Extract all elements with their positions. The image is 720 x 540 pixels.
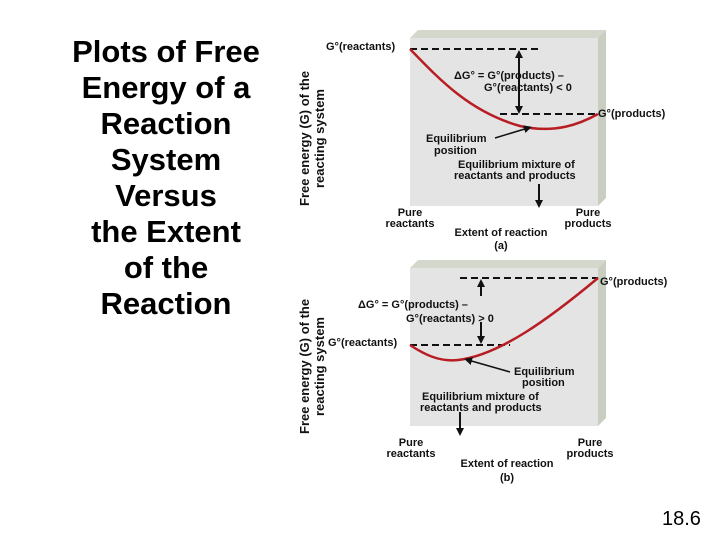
panel-a-free-energy-curve: [409, 48, 599, 131]
panel-b-delta-g-line1: ΔG° = G°(products) –: [358, 299, 468, 311]
title-line: of the: [123, 250, 209, 285]
panel-a-side-edge: [598, 30, 606, 206]
panel-a-top-edge: [410, 30, 606, 38]
panel-b-g-products-label: G°(products): [600, 276, 668, 288]
title-line: Versus: [115, 178, 217, 213]
slide-number: 18.6: [662, 508, 701, 530]
panel-b-delta-g-line2: G°(reactants) > 0: [406, 313, 494, 325]
panel-b-pure-reactants: reactants: [387, 448, 436, 460]
panel-b-equilibrium-pointer: [464, 357, 511, 373]
panel-a-g-reactants-label: G°(reactants): [326, 41, 396, 53]
title-line: Energy of a: [81, 70, 251, 105]
panel-b-eq-mixture-line2: reactants and products: [420, 402, 542, 414]
panel-a-caption: (a): [494, 240, 508, 252]
panel-a-eq-position-line2: position: [434, 145, 477, 157]
panel-a-delta-g-line2: G°(reactants) < 0: [484, 82, 572, 94]
panel-b-pure-reactants: Pure: [399, 437, 423, 449]
panel-b-top-edge: [410, 260, 606, 268]
panel-a-eq-position-line1: Equilibrium: [426, 133, 487, 145]
panel-b-xlabel: Extent of reaction: [461, 458, 554, 470]
panel-b-side-edge: [598, 260, 606, 426]
panel-a-pure-reactants: reactants: [386, 218, 435, 230]
panel-b-eq-position-line1: Equilibrium: [514, 366, 575, 378]
panel-b-eq-position-line2: position: [522, 377, 565, 389]
panel-a-pure-reactants: Pure: [398, 207, 422, 219]
title-line: Reaction: [100, 106, 232, 141]
panel-b: Free energy (G) of the reacting system G…: [297, 260, 668, 484]
title-line: Reaction: [100, 286, 232, 321]
panel-b-pure-products: products: [566, 448, 613, 460]
title-line: Plots of Free: [72, 34, 260, 69]
panel-b-plot-area: [410, 268, 598, 426]
title-line: the Extent: [91, 214, 241, 249]
panel-a-ylabel: Free energy (G) of the: [297, 71, 312, 206]
panel-b-eq-mixture-line1: Equilibrium mixture of: [422, 391, 539, 403]
panel-a-g-products-label: G°(products): [598, 108, 666, 120]
panel-a-pure-products: Pure: [576, 207, 600, 219]
panel-b-g-reactants-label: G°(reactants): [328, 337, 398, 349]
panel-b-ylabel: Free energy (G) of the: [297, 299, 312, 434]
panel-a-eq-mixture-line2: reactants and products: [454, 170, 576, 182]
panel-a-delta-g-line1: ΔG° = G°(products) –: [454, 70, 564, 82]
panel-b-ylabel: reacting system: [312, 317, 327, 416]
panel-a-ylabel: reacting system: [312, 89, 327, 188]
panel-a-pure-products: products: [564, 218, 611, 230]
title-line: System: [110, 142, 222, 177]
panel-b-free-energy-curve: [409, 277, 599, 362]
panel-a: Free energy (G) of the reacting system G…: [297, 30, 666, 252]
panel-b-pure-products: Pure: [578, 437, 602, 449]
panel-a-xlabel: Extent of reaction: [455, 227, 548, 239]
panel-a-eq-mixture-line1: Equilibrium mixture of: [458, 159, 575, 171]
slide-title: Plots of Free Energy of a Reaction Syste…: [52, 34, 280, 322]
panel-b-caption: (b): [500, 472, 514, 484]
panel-a-equilibrium-pointer: [494, 125, 532, 139]
panel-a-plot-area: [410, 38, 598, 206]
